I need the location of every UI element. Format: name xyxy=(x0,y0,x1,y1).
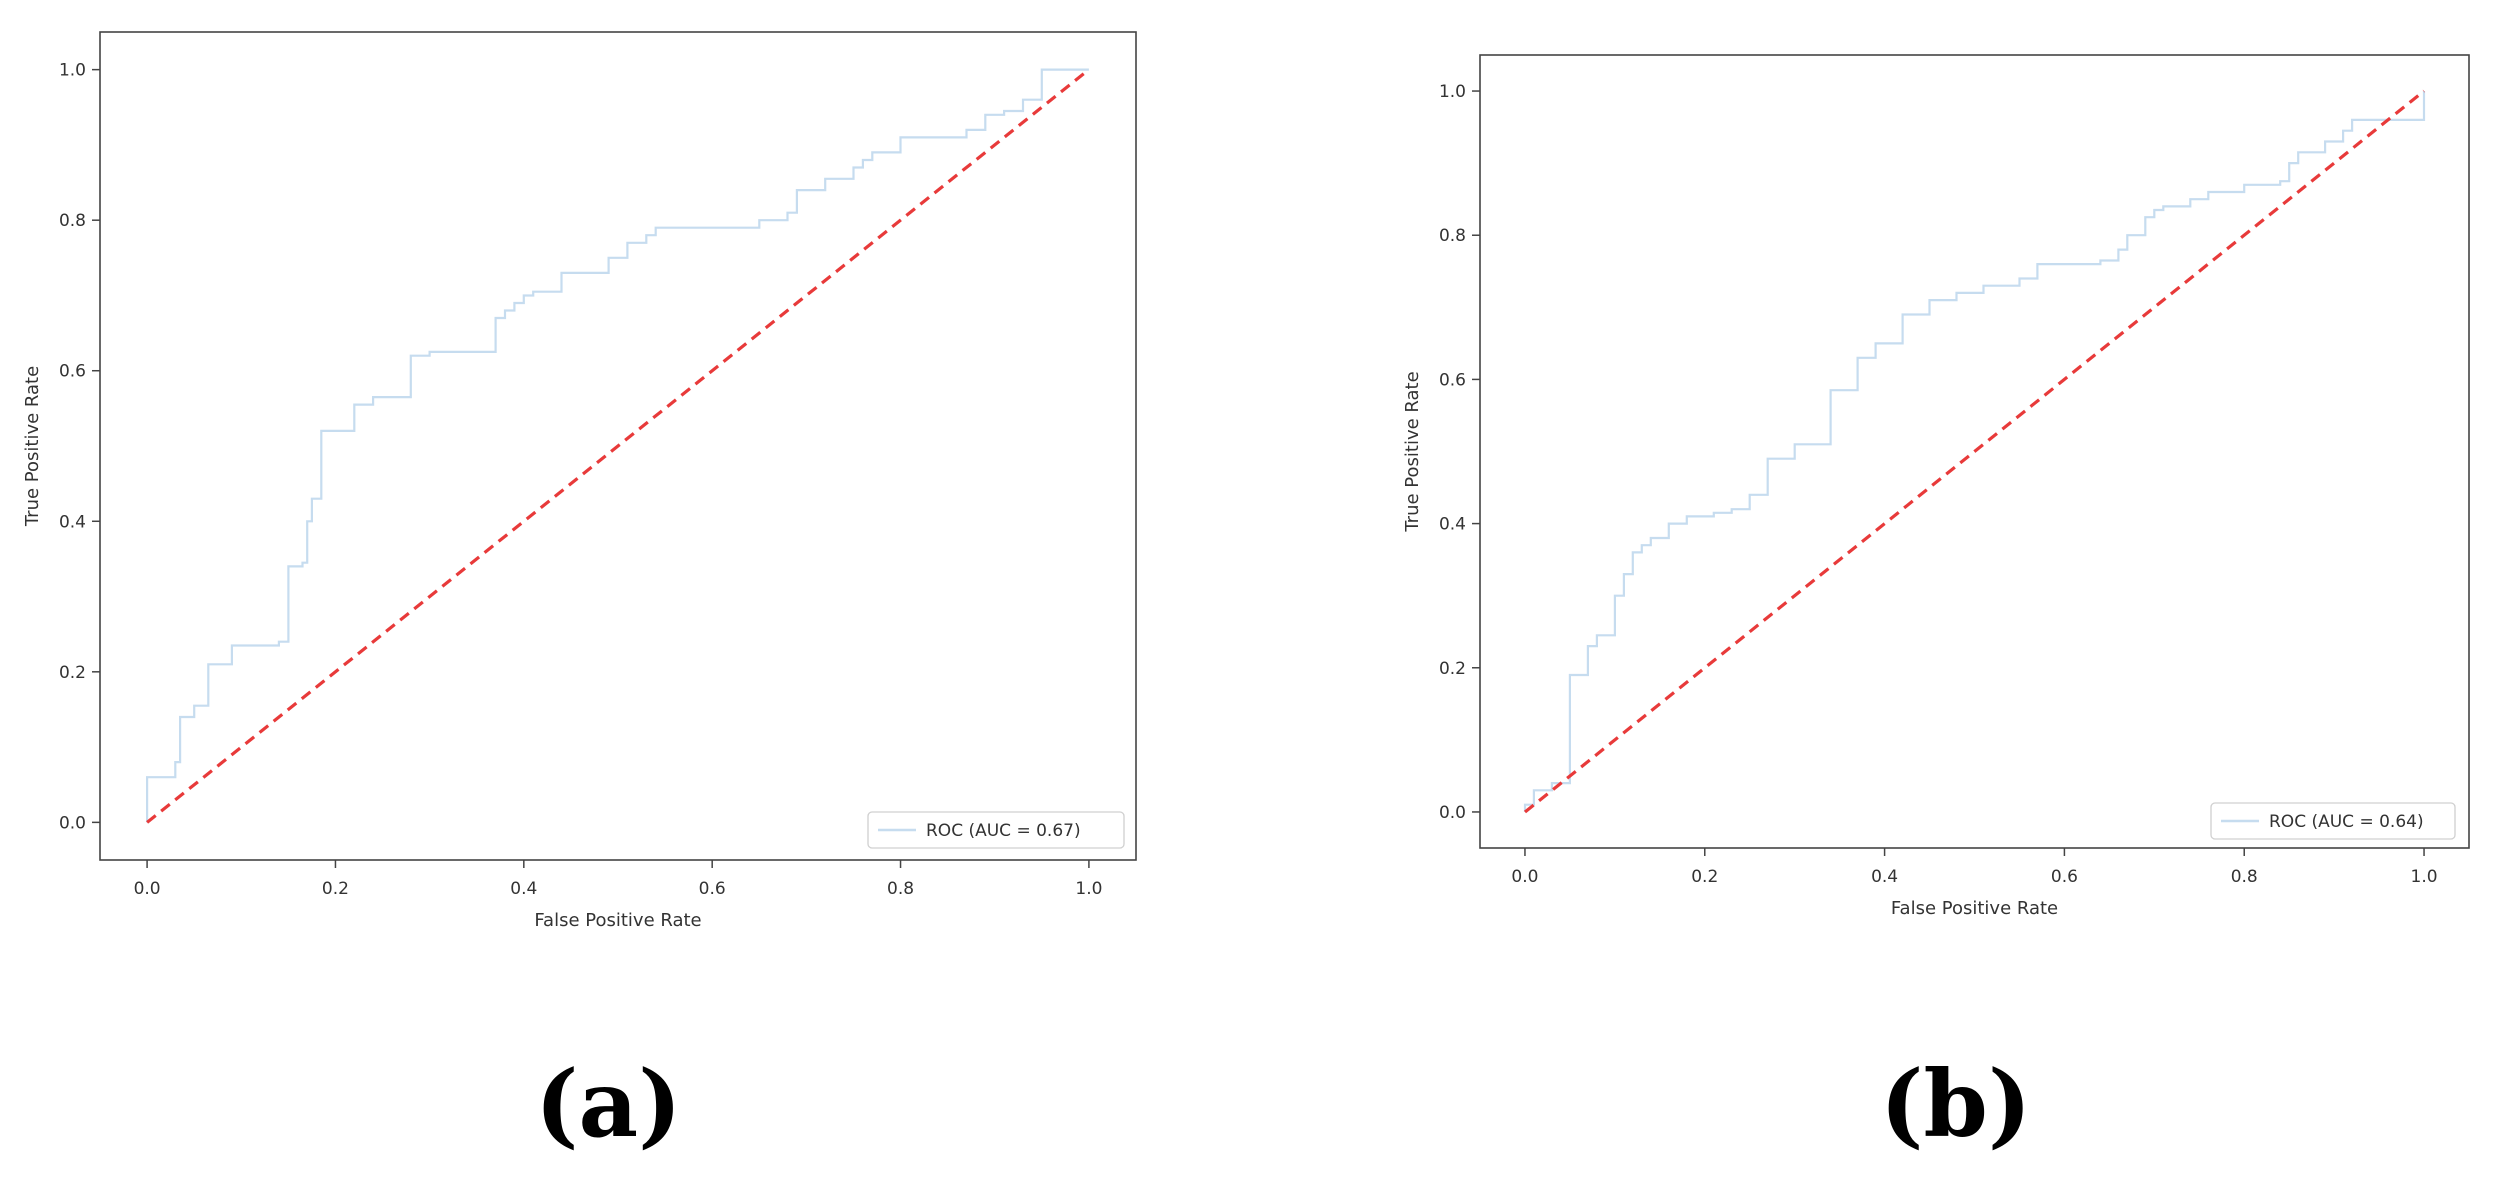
x-tick-label: 0.6 xyxy=(2051,867,2078,887)
legend-box xyxy=(2210,802,2456,840)
y-tick-label: 1.0 xyxy=(59,61,86,81)
y-tick-label: 0.6 xyxy=(59,362,86,382)
x-tick-label: 1.0 xyxy=(2411,867,2438,887)
y-tick-label: 0.8 xyxy=(59,211,86,231)
x-tick-label: 0.2 xyxy=(322,879,349,899)
y-tick-label: 0.0 xyxy=(59,813,86,833)
x-tick-label: 1.0 xyxy=(1075,879,1102,899)
legend: ROC (AUC = 0.67) xyxy=(867,811,1125,849)
x-tick-label: 0.0 xyxy=(1511,867,1538,887)
y-tick-label: 0.4 xyxy=(1439,515,1466,535)
x-tick-label: 0.4 xyxy=(510,879,537,899)
x-tick-label: 0.0 xyxy=(134,879,161,899)
legend: ROC (AUC = 0.64) xyxy=(2210,802,2456,840)
panel-label-b: (b) xyxy=(1880,1050,2032,1158)
panel-label-a: (a) xyxy=(535,1050,682,1158)
y-tick-label: 0.6 xyxy=(1439,370,1466,390)
y-tick-label: 0.8 xyxy=(1439,226,1466,246)
x-tick-label: 0.2 xyxy=(1691,867,1718,887)
axes-frame xyxy=(99,31,1137,861)
chart-panel-a: 0.0 0.2 0.4 0.6 0.8 1.0 0.0 0.2 0.4 0.6 0.8 1.0 Fals… xyxy=(22,31,1137,931)
x-tick-label: 0.8 xyxy=(887,879,914,899)
y-axis-label: True Positive Rate xyxy=(22,366,43,527)
y-tick-label: 0.4 xyxy=(59,512,86,532)
legend-entry: ROC (AUC = 0.64) xyxy=(2269,812,2424,832)
x-tick-label: 0.8 xyxy=(2231,867,2258,887)
axes-frame xyxy=(1479,54,2470,849)
chart-panel-b: 0.0 0.2 0.4 0.6 0.8 1.0 0.0 0.2 0.4 0.6 0.8 1.0 Fals… xyxy=(1402,54,2470,919)
y-axis-label: True Positive Rate xyxy=(1402,371,1423,532)
x-axis-label: False Positive Rate xyxy=(534,910,701,931)
roc-curve-line xyxy=(1523,91,2426,812)
chance-diagonal-line xyxy=(146,68,1090,824)
x-axis-label: False Positive Rate xyxy=(1891,898,2058,919)
roc-curve-line xyxy=(146,68,1089,823)
y-tick-label: 0.2 xyxy=(59,663,86,683)
x-tick-label: 0.6 xyxy=(699,879,726,899)
y-tick-label: 0.0 xyxy=(1439,803,1466,823)
chance-diagonal-line xyxy=(1523,89,2426,814)
x-tick-label: 0.4 xyxy=(1871,867,1898,887)
legend-entry: ROC (AUC = 0.67) xyxy=(926,821,1081,841)
y-tick-label: 1.0 xyxy=(1439,82,1466,102)
legend-box xyxy=(867,811,1125,849)
y-tick-label: 0.2 xyxy=(1439,659,1466,679)
